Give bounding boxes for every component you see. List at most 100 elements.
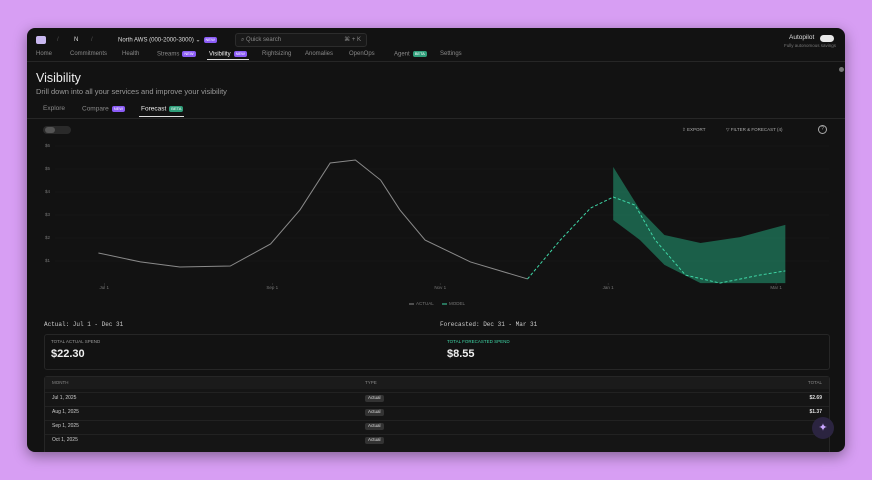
cell-month: Sep 1, 2025 (52, 423, 79, 429)
help-icon[interactable]: ? (818, 125, 827, 134)
nav-tab[interactable]: Settings (440, 51, 462, 57)
tab-label: Rightsizing (262, 51, 292, 57)
actual-label: TOTAL ACTUAL SPEND (51, 339, 101, 344)
table: MONTH TYPE TOTAL Jul 1, 2025 Actual $2.69 Aug … (44, 376, 830, 452)
cell-total: $1.37 (809, 409, 822, 415)
export-text: EXPORT (687, 127, 706, 132)
filter-button[interactable]: ▽ FILTER & FORECAST (4) (726, 127, 783, 132)
nav-tab[interactable]: Health (122, 51, 139, 57)
tab-label: Settings (440, 51, 462, 57)
y-tick-label: $5 (45, 166, 51, 171)
sub-tab-label: Explore (43, 105, 66, 112)
forecast-range: Forecasted: Dec 31 - Mar 31 (440, 321, 538, 328)
type-badge: Actual (365, 437, 384, 444)
nav-tab[interactable]: OpenOps (349, 51, 375, 57)
badge: BETA (412, 51, 427, 57)
cell-month: Oct 1, 2025 (52, 437, 78, 443)
cell-month: Jul 1, 2025 (52, 395, 77, 401)
autopilot-label: Autopilot (789, 34, 815, 41)
filter-text: FILTER & FORECAST (4) (730, 127, 783, 132)
separator: / (91, 37, 93, 43)
table-header: TYPE (365, 380, 377, 385)
y-tick-label: $1 (45, 258, 51, 263)
actual-value: $22.30 (51, 348, 85, 360)
logo[interactable] (36, 36, 46, 44)
sub-tab[interactable]: Compare NEW (82, 105, 126, 113)
tab-label: Agent (394, 51, 410, 58)
divider (27, 118, 845, 119)
assistant-button[interactable]: ✦ (812, 417, 834, 439)
tab-label: Anomalies (305, 51, 334, 57)
x-tick-label: Nov 1 (434, 285, 446, 290)
divider (27, 61, 845, 62)
y-tick-label: $4 (45, 189, 51, 194)
table-header-bg (45, 377, 829, 389)
page-subtitle: Drill down into all your services and im… (36, 87, 227, 96)
type-badge: Actual (365, 395, 384, 402)
summary-card (44, 334, 830, 370)
nav-tab[interactable]: Visibility NEW (209, 51, 247, 58)
tab-underline (207, 59, 249, 60)
x-tick-label: Sep 1 (266, 285, 278, 290)
nav-tab[interactable]: Rightsizing (262, 51, 291, 57)
tab-label: Commitments (70, 51, 108, 57)
tab-label: Home (36, 51, 53, 57)
badge: NEW (233, 51, 247, 57)
legend-label: ACTUAL (416, 301, 434, 306)
nav-tab[interactable]: Home (36, 51, 52, 57)
separator: / (57, 37, 59, 43)
badge: NEW (182, 51, 196, 57)
row-divider (45, 392, 829, 393)
actual-range: Actual: Jul 1 - Dec 31 (44, 321, 124, 328)
table-header: TOTAL (807, 380, 822, 385)
sub-tab[interactable]: Forecast BETA (141, 105, 184, 113)
type-badge: Actual (365, 409, 384, 416)
status-dot (839, 67, 844, 72)
badge: NEW (203, 37, 217, 43)
forecast-label: TOTAL FORECASTED SPEND (447, 339, 510, 344)
legend-label: MODEL (449, 301, 466, 306)
search-placeholder: ⌕ Quick search (241, 37, 282, 43)
shortcut: ⌘ + K (344, 37, 361, 43)
tab-underline (139, 116, 184, 117)
search-box[interactable]: ⌕ Quick search ⌘ + K (235, 33, 367, 47)
y-tick-label: $2 (45, 235, 51, 240)
sub-tab-label: Forecast (141, 105, 167, 113)
forecast-chart: $1 $2 $3 $4 $5 $6 Jul 1 Sep 1 Nov 1 Jan 1 Mar 1 ACT… (45, 143, 829, 306)
row-divider (45, 406, 829, 407)
tab-label: OpenOps (349, 51, 375, 57)
sub-tab-label: Compare (82, 105, 109, 113)
x-tick-label: Jan 1 (603, 285, 615, 290)
x-tick-label: Jul 1 (100, 285, 110, 290)
row-divider (45, 434, 829, 435)
tab-label: Health (122, 51, 140, 57)
nav-tab[interactable]: Anomalies (305, 51, 333, 57)
nav-tab[interactable]: Agent BETA (394, 51, 427, 58)
tab-label: Streams (157, 51, 180, 58)
cell-total: $2.69 (809, 395, 822, 401)
y-tick-label: $3 (45, 212, 51, 217)
type-badge: Actual (365, 423, 384, 430)
table-header: MONTH (52, 380, 69, 385)
search-text: Quick search (246, 37, 282, 43)
y-tick-label: $6 (45, 143, 51, 148)
view-toggle[interactable] (43, 126, 71, 134)
org[interactable]: N (74, 37, 79, 43)
confidence-band (613, 166, 786, 284)
badge: NEW (111, 106, 126, 112)
nav-tab[interactable]: Streams NEW (157, 51, 196, 58)
cell-month: Aug 1, 2025 (52, 409, 79, 415)
nav-tab[interactable]: Commitments (70, 51, 107, 57)
autopilot-toggle[interactable] (820, 35, 834, 42)
sub-tab[interactable]: Explore (43, 105, 66, 113)
export-button[interactable]: ⇪ EXPORT (682, 127, 706, 132)
tab-label: Visibility (209, 51, 231, 58)
toggle-knob (45, 127, 55, 133)
autopilot-sub: Fully autonomous savings (784, 43, 837, 48)
row-divider (45, 420, 829, 421)
app-window: / N / North AWS (000-2000-3000) ⌄ NEW ⌕ Q… (27, 28, 845, 452)
account-selector[interactable]: North AWS (000-2000-3000) ⌄ NEW (118, 37, 217, 44)
series-line (98, 159, 528, 280)
account-name: North AWS (000-2000-3000) (118, 37, 194, 44)
page-title: Visibility (36, 71, 81, 85)
